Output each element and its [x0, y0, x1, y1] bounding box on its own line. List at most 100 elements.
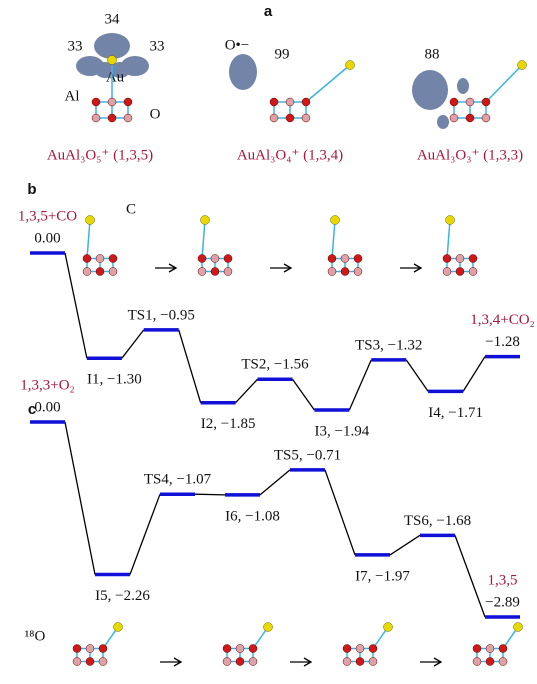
atom [224, 255, 232, 263]
atom [83, 255, 91, 263]
panel-label: a [264, 3, 273, 20]
atom [499, 645, 507, 653]
gold-atom [108, 56, 117, 65]
gold-atom [331, 216, 340, 225]
atom [211, 268, 219, 276]
atom [328, 268, 336, 276]
atom [86, 645, 94, 653]
value-label: I3, −1.94 [315, 423, 370, 439]
atom [499, 658, 507, 666]
atom [482, 98, 490, 106]
connector [65, 422, 95, 574]
annotation: 34 [105, 11, 121, 27]
value-label: 0.00 [34, 230, 60, 246]
value-label: −1.28 [485, 334, 520, 350]
connector [260, 470, 290, 495]
formula: AuAl₃O₃⁺ (1,3,3) [417, 147, 523, 163]
bond [332, 220, 335, 259]
atom [286, 98, 294, 106]
atom [83, 268, 91, 276]
atom [356, 658, 364, 666]
formula: AuAl₃O₄⁺ (1,3,4) [237, 147, 343, 163]
species-label: 1,3,5 [488, 572, 518, 588]
connector [130, 494, 160, 574]
atom [450, 98, 458, 106]
connector [122, 330, 144, 358]
species-label: 1,3,5+CO [18, 208, 77, 224]
connector [325, 470, 355, 555]
annotation: ¹⁸O [25, 628, 46, 644]
atom [236, 645, 244, 653]
atom [469, 255, 477, 263]
atom [466, 98, 474, 106]
atom [198, 255, 206, 263]
annotation: 33 [68, 38, 83, 54]
atom [354, 268, 362, 276]
annotation: Al [65, 88, 80, 104]
atom [124, 98, 132, 106]
connector [293, 379, 315, 410]
gold-atom [346, 61, 355, 70]
gold-atom [518, 61, 527, 70]
atom [108, 98, 116, 106]
atom [469, 268, 477, 276]
value-label: TS3, −1.32 [355, 337, 422, 353]
annotation: O [150, 106, 161, 122]
value-label: TS5, −0.71 [274, 447, 341, 463]
atom [466, 114, 474, 122]
bond [306, 65, 350, 102]
value-label: I5, −2.26 [95, 588, 150, 604]
atom [286, 114, 294, 122]
annotation: 99 [275, 46, 290, 62]
connector [179, 330, 201, 403]
atom [443, 255, 451, 263]
atom [328, 255, 336, 263]
gold-atom [86, 216, 95, 225]
atom [73, 658, 81, 666]
atom [302, 114, 310, 122]
atom [354, 255, 362, 263]
gold-atom [201, 216, 210, 225]
annotation: O•− [225, 37, 250, 53]
value-label: I2, −1.85 [201, 416, 256, 432]
species-label: 1,3,4+CO₂ [470, 312, 535, 328]
gold-atom [114, 623, 123, 632]
atom [249, 645, 257, 653]
value-label: 0.00 [34, 399, 60, 415]
annotation: Au [106, 69, 125, 85]
atom [198, 268, 206, 276]
atom [341, 268, 349, 276]
atom [302, 98, 310, 106]
panel-label: b [27, 181, 36, 198]
species-label: 1,3,3+O₂ [20, 377, 75, 393]
connector [455, 535, 485, 617]
atom [450, 114, 458, 122]
bond [486, 65, 522, 102]
atom [236, 658, 244, 666]
connector [65, 253, 87, 358]
gold-atom [264, 623, 273, 632]
value-label: I1, −1.30 [87, 372, 142, 388]
connector [349, 360, 371, 410]
connector [236, 379, 258, 402]
atom [270, 98, 278, 106]
atom [96, 268, 104, 276]
atom [223, 645, 231, 653]
atom [443, 268, 451, 276]
value-label: I7, −1.97 [355, 568, 410, 584]
atom [249, 658, 257, 666]
atom [109, 268, 117, 276]
atom [211, 255, 219, 263]
annotation: 33 [150, 38, 165, 54]
atom [343, 645, 351, 653]
atom [99, 658, 107, 666]
connector [406, 360, 428, 392]
connector [390, 535, 420, 555]
atom [473, 645, 481, 653]
annotation: C [126, 201, 136, 217]
figure: a AuAl₃O₅⁺ (1,3,5) AuAl₃O₄⁺ (1,3,4) AuAl… [0, 0, 537, 684]
value-label: I6, −1.08 [225, 508, 280, 524]
atom [473, 658, 481, 666]
value-label: TS6, −1.68 [404, 513, 471, 529]
atom [456, 255, 464, 263]
